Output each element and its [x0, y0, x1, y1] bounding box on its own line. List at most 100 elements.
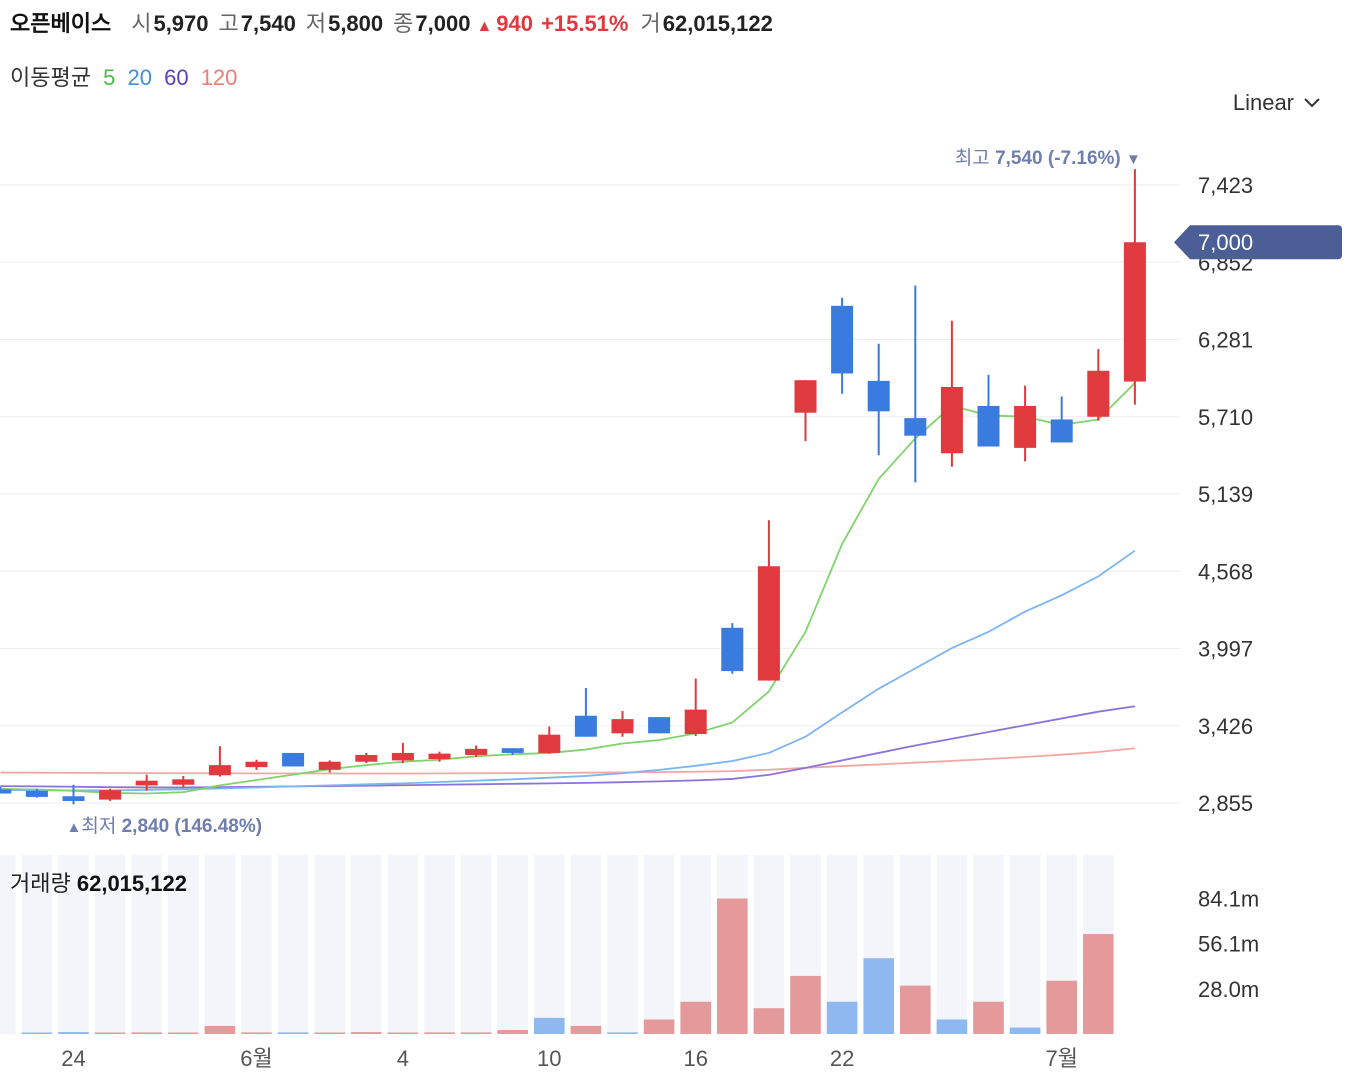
last-price-tag: 7,000 — [1174, 225, 1342, 260]
candle-body — [940, 386, 963, 454]
candle-body — [501, 748, 524, 753]
price-axis: 7,4236,8526,2815,7105,1394,5683,9973,426… — [1198, 173, 1253, 816]
high-annotation: 최고 7,540 (-7.16%) ▼ — [955, 147, 1141, 169]
date-tick-label: 10 — [537, 1046, 561, 1071]
volume-axis: 84.1m 56.1m 28.0m — [1198, 886, 1259, 1001]
candle — [721, 623, 744, 674]
change-value: 940 — [496, 11, 534, 36]
open-value: 5,970 — [153, 11, 209, 36]
date-tick-label: 6월 — [240, 1046, 272, 1071]
volume-bar — [790, 975, 821, 1034]
candle — [428, 751, 451, 762]
volume-panel-label: 거래량 62,015,122 — [10, 866, 187, 898]
volume-column-bg — [351, 855, 382, 1034]
candle — [1087, 349, 1110, 421]
close-label: 종 — [393, 11, 414, 36]
close-value: 7,000 — [415, 11, 471, 36]
ma-120: 120 — [200, 65, 238, 90]
candle-body — [0, 789, 12, 794]
candle-body — [25, 790, 48, 797]
candle — [25, 788, 48, 798]
volume-bar — [424, 1032, 455, 1034]
candle — [1014, 385, 1037, 462]
candle — [611, 711, 634, 737]
last-price-badge — [1174, 225, 1342, 260]
candle — [391, 742, 414, 764]
open-label: 시 — [131, 11, 152, 36]
volume-column-bg — [204, 855, 236, 1034]
candle-body — [135, 780, 158, 786]
candle-body — [1087, 370, 1110, 417]
volume-column-bg — [131, 855, 162, 1034]
ma120-line — [0, 747, 1135, 775]
candle — [574, 688, 597, 737]
volume-bar — [1046, 980, 1077, 1034]
volume-column-bg — [570, 855, 602, 1034]
price-tick-label: 2,855 — [1198, 791, 1253, 816]
candle — [904, 285, 927, 483]
candle — [1050, 396, 1073, 443]
date-tick-label: 4 — [397, 1046, 409, 1071]
candle — [208, 746, 231, 777]
candle-body — [245, 761, 268, 768]
moving-average-legend[interactable]: 이동평균 5 20 60 120 — [10, 60, 243, 92]
candle-body — [574, 715, 597, 737]
candle — [940, 320, 963, 467]
price-tick-label: 3,426 — [1198, 714, 1253, 739]
candle-body — [794, 380, 817, 413]
price-grid — [0, 184, 1180, 804]
date-tick-label: 7월 — [1045, 1046, 1077, 1071]
candle — [0, 786, 12, 794]
volume-bar — [607, 1032, 638, 1034]
moving-average-lines — [0, 382, 1136, 795]
candle — [245, 759, 268, 770]
volume-column-bg — [21, 855, 53, 1034]
candle-body — [1014, 405, 1037, 448]
low-value: 5,800 — [328, 11, 384, 36]
volume-bar — [900, 985, 931, 1034]
ma20-line — [0, 549, 1136, 792]
volume-panel-title: 거래량 — [10, 871, 71, 896]
candle-body — [465, 748, 488, 755]
candle-body — [62, 796, 85, 801]
volume-column-bg — [0, 855, 16, 1034]
candlesticks — [0, 169, 1146, 805]
candle-body — [684, 709, 707, 735]
price-tick-label: 5,710 — [1198, 405, 1253, 430]
stock-name[interactable]: 오픈베이스 — [10, 11, 112, 36]
candle — [538, 726, 561, 754]
candle — [757, 520, 780, 681]
candle — [684, 678, 707, 737]
volume-bar — [1083, 934, 1114, 1034]
high-label: 고 — [218, 11, 239, 36]
volume-bar — [973, 1001, 1004, 1034]
ma-60: 60 — [164, 65, 189, 90]
candle — [282, 752, 305, 767]
candle-body — [355, 754, 378, 762]
volume-bar — [58, 1032, 89, 1034]
candle — [867, 343, 890, 456]
volume-bar — [570, 1025, 602, 1034]
price-tick-label: 4,568 — [1198, 559, 1253, 584]
volume-bar — [643, 1019, 675, 1034]
candle-body — [208, 765, 231, 776]
volume-bar — [21, 1032, 53, 1034]
candle-body — [391, 752, 414, 761]
candle-body — [648, 717, 671, 734]
candle-body — [1123, 242, 1146, 382]
date-tick-label: 22 — [830, 1046, 854, 1071]
candle-body — [611, 719, 634, 734]
volume-bar — [1009, 1027, 1041, 1034]
candle — [172, 775, 195, 788]
candle — [355, 752, 378, 764]
volume-bar — [241, 1032, 272, 1034]
scale-dropdown[interactable]: Linear — [1233, 90, 1322, 116]
candle — [831, 297, 854, 394]
volume-column-bg — [753, 855, 785, 1034]
date-tick-label: 16 — [683, 1046, 707, 1071]
high-value: 7,540 — [240, 11, 296, 36]
up-triangle-icon: ▲ — [476, 18, 493, 35]
candle-body — [904, 418, 927, 436]
price-tick-label: 6,281 — [1198, 328, 1253, 353]
